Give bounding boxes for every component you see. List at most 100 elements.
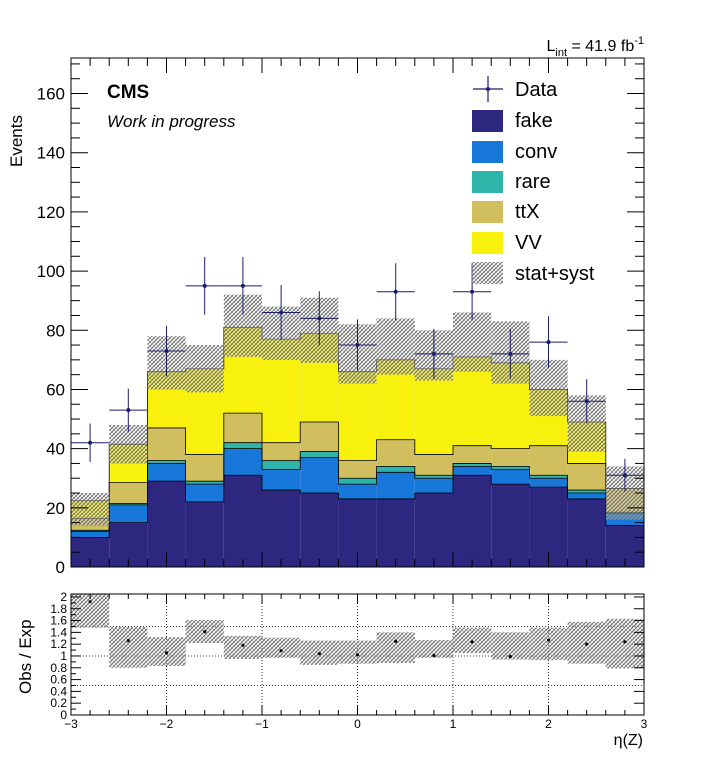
bar-conv-6	[300, 457, 339, 494]
outline-fake	[71, 474, 644, 538]
bar-rare-4	[223, 442, 262, 449]
ratio-band-bin-12	[529, 627, 568, 661]
ratio-band-bin-9	[414, 640, 453, 658]
bar-fake-5	[262, 490, 301, 567]
svg-text:fake: fake	[515, 110, 553, 132]
y-tick-label: 120	[37, 203, 65, 222]
bar-fake-13	[567, 498, 606, 567]
y-tick-label: 0	[56, 558, 65, 577]
y-tick-label: 160	[37, 85, 65, 104]
ratio-y-tick-label: 0.6	[50, 673, 67, 687]
data-point-2	[164, 348, 169, 353]
ratio-band-bin-0	[71, 594, 110, 628]
bar-ttX-5	[262, 442, 301, 461]
ratio-band-bin-14	[605, 618, 644, 669]
bar-rare-3	[185, 481, 224, 485]
bar-fake-6	[300, 493, 339, 567]
bar-fake-11	[491, 484, 530, 567]
legend: Data fake conv rare ttX VV stat+syst	[472, 76, 595, 285]
ratio-band-bin-7	[338, 640, 377, 664]
bar-rare-10	[453, 463, 492, 467]
ratio-uncertainty-band	[71, 594, 644, 669]
band-bin-3	[185, 345, 224, 393]
bar-conv-7	[338, 484, 377, 499]
cms-label: CMS	[107, 82, 149, 103]
bar-rare-9	[414, 475, 453, 479]
data-point-0	[88, 440, 93, 445]
data-point-3	[202, 283, 207, 288]
ratio-y-tick-label: 0	[60, 708, 67, 722]
bar-conv-5	[262, 469, 301, 491]
bar-rare-5	[262, 460, 301, 470]
ratio-band-bin-8	[376, 632, 415, 664]
svg-text:VV: VV	[515, 232, 542, 254]
y-tick-label: 20	[46, 499, 65, 518]
bar-rare-6	[300, 451, 339, 458]
y-tick-label: 100	[37, 262, 65, 281]
ratio-point-9	[432, 653, 436, 657]
ratio-point-11	[508, 654, 512, 659]
bar-ttX-11	[491, 448, 530, 467]
bar-ttX-13	[567, 463, 606, 491]
bar-ttX-2	[147, 427, 186, 461]
bar-ttX-3	[185, 454, 224, 482]
bar-conv-0	[71, 531, 110, 538]
legend-item-rare: rare	[472, 171, 551, 193]
ratio-y-tick-label: 2	[60, 590, 67, 604]
ratio-point-2	[164, 651, 169, 655]
data-points	[71, 257, 644, 492]
x-tick-label: −3	[64, 717, 78, 731]
band-bin-10	[453, 312, 492, 372]
bar-conv-3	[185, 484, 224, 502]
ratio-point-13	[585, 642, 589, 646]
y-tick-label: 140	[37, 144, 65, 163]
ratio-y-tick-label: 0.8	[50, 661, 67, 675]
bar-fake-4	[223, 475, 262, 567]
ratio-point-14	[623, 640, 627, 644]
bar-rare-2	[147, 460, 186, 464]
data-point-14	[622, 473, 627, 478]
ratio-point-10	[470, 640, 474, 644]
outline-ttX	[71, 412, 644, 519]
bar-ttX-9	[414, 454, 453, 476]
svg-text:ttX: ttX	[515, 201, 539, 223]
ratio-point-8	[394, 639, 398, 643]
ratio-band-bin-5	[262, 637, 301, 658]
ratio-point-5	[279, 649, 283, 653]
x-tick-label: −1	[255, 717, 269, 731]
bar-conv-9	[414, 478, 453, 494]
y-tick-label: 40	[46, 440, 65, 459]
ratio-band-bin-1	[109, 627, 148, 668]
bar-ttX-4	[223, 413, 262, 443]
legend-item-conv: conv	[472, 141, 557, 163]
bar-VV-7	[338, 371, 377, 461]
bar-conv-4	[223, 448, 262, 476]
ratio-point-4	[241, 643, 245, 647]
ratio-point-12	[546, 638, 551, 642]
data-point-8	[393, 289, 398, 294]
data-point-10	[470, 289, 475, 294]
legend-item-vv: VV	[472, 232, 542, 254]
x-tick-label: 3	[641, 717, 648, 731]
ratio-y-tick-label: 1.4	[50, 625, 67, 639]
data-point-5	[279, 310, 284, 315]
x-tick-label: −2	[160, 717, 174, 731]
ratio-y-tick-label: 0.4	[50, 684, 67, 698]
ratio-point-0	[88, 600, 92, 604]
bar-conv-2	[147, 463, 186, 482]
x-tick-label: 1	[450, 717, 457, 731]
x-tick-label: 0	[354, 717, 361, 731]
ratio-y-tick-label: 0.2	[50, 696, 67, 710]
legend-item-ttx: ttX	[472, 201, 539, 223]
svg-text:rare: rare	[515, 171, 551, 193]
data-point-6	[317, 316, 322, 321]
wip-label: Work in progress	[107, 112, 236, 131]
ratio-point-3	[203, 630, 207, 634]
bar-conv-8	[376, 472, 415, 499]
ratio-y-tick-label: 1.8	[50, 602, 67, 616]
bar-rare-8	[376, 466, 415, 473]
y-tick-label: 80	[46, 321, 65, 340]
data-point-9	[431, 351, 436, 356]
y-tick-label: 60	[46, 380, 65, 399]
bar-rare-12	[529, 475, 568, 479]
